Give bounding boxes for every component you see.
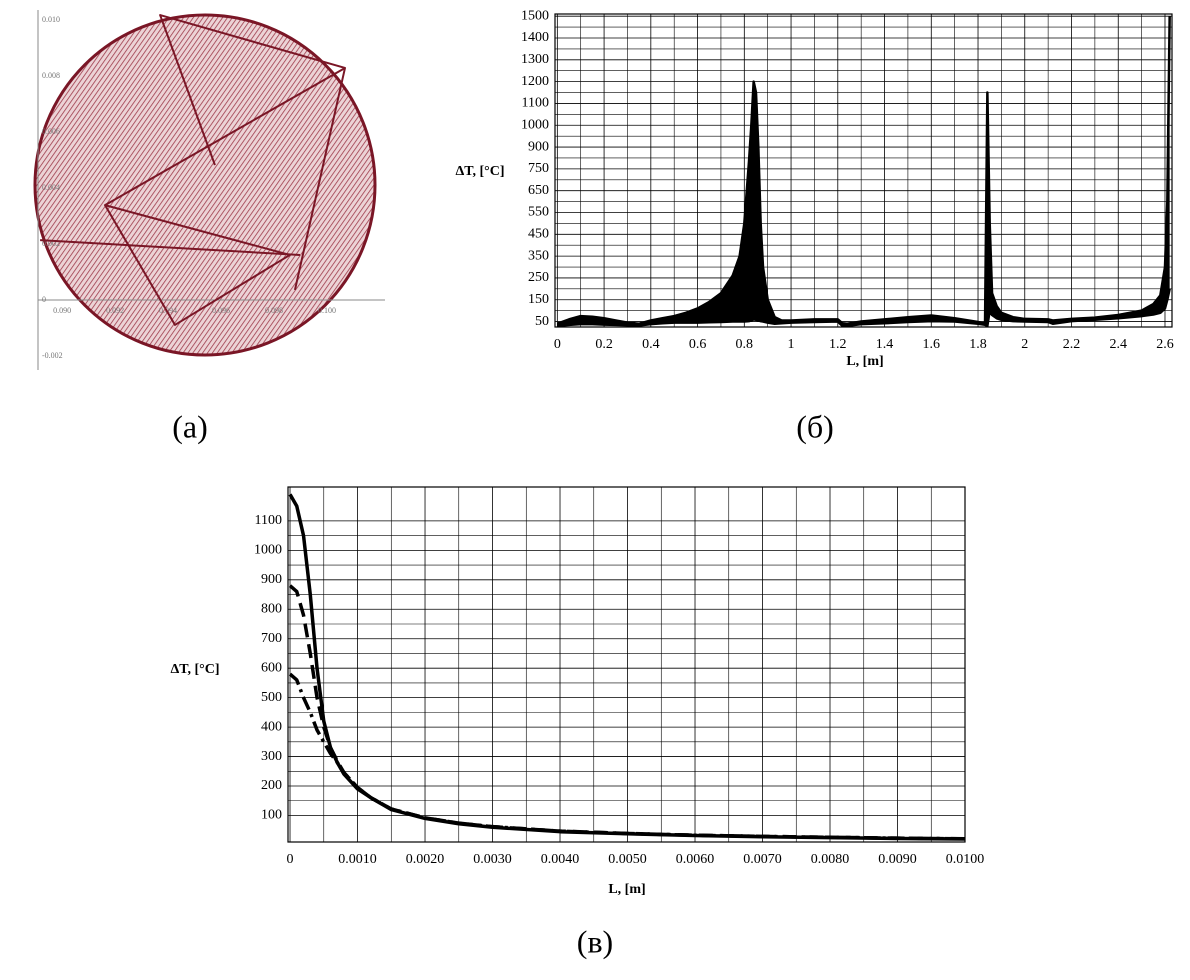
y-tick-label: 400 [261,719,282,734]
x-tick-label: 0.092 [106,306,124,315]
x-tick-label: 0.0070 [743,852,782,867]
y-tick-label: 700 [261,631,282,646]
x-tick-label: 0.6 [689,337,707,352]
band-edge [556,16,1171,325]
x-tick-label: 0.0090 [878,852,917,867]
x-tick-label: 0.2 [595,337,613,352]
series-line [104,67,346,326]
y-tick-label: 0.010 [42,15,60,24]
sample-disc [33,13,377,357]
x-tick-label: 0 [554,337,561,352]
y-tick-label: 0.004 [42,183,60,192]
caption: (б) [796,408,834,444]
y-tick-label: 300 [261,749,282,764]
x-tick-label: 1 [788,337,795,352]
y-tick-label: 800 [261,601,282,616]
y-tick-label: 900 [261,572,282,587]
x-tick-label: 0.100 [318,306,336,315]
y-tick-label: 650 [528,183,549,198]
series-line [159,14,347,291]
x-tick-label: 1.6 [923,337,941,352]
y-tick-label: 1100 [255,513,282,528]
x-tick-label: 2.4 [1109,337,1127,352]
band-area [557,16,1170,326]
x-tick-label: 1.8 [969,337,987,352]
y-tick-label: 1100 [522,96,549,111]
x-tick-label: 0.0060 [676,852,715,867]
x-tick-label: 0.4 [642,337,660,352]
x-tick-label: 0 [287,852,294,867]
y-tick-label: 0.002 [42,239,60,248]
x-tick-label: 0.0030 [473,852,512,867]
x-tick-label: 0.8 [736,337,754,352]
y-tick-label: 1200 [521,74,549,89]
caption: (в) [577,923,613,959]
x-axis-label: L, [m] [608,882,645,897]
x-tick-label: 0.0020 [406,852,445,867]
x-tick-label: 0.0050 [608,852,647,867]
x-tick-label: 0.0010 [338,852,377,867]
x-tick-label: 1.2 [829,337,847,352]
x-tick-label: 0.094 [159,306,177,315]
x-axis-label: L, [m] [846,354,883,369]
y-tick-label: 50 [535,314,549,329]
band-edge [557,288,1171,328]
y-tick-label: 600 [261,660,282,675]
y-tick-label: 450 [528,227,549,242]
y-tick-label: 750 [528,161,549,176]
y-tick-label: 900 [528,139,549,154]
y-tick-label: 100 [261,808,282,823]
y-tick-label: 250 [528,270,549,285]
y-tick-label: 550 [528,205,549,220]
series-line [288,672,966,841]
x-tick-label: 1.4 [876,337,894,352]
x-tick-label: 0.0100 [946,852,985,867]
x-tick-label: 0.098 [265,306,283,315]
x-tick-label: 0.0080 [811,852,850,867]
x-tick-label: 2.6 [1156,337,1174,352]
y-axis-label: ΔT, [°C] [170,662,219,677]
y-tick-label: 1400 [521,30,549,45]
y-tick-label: 1000 [521,117,549,132]
y-tick-label: 350 [528,248,549,263]
x-tick-label: 2.2 [1063,337,1081,352]
y-axis-label: ΔT, [°C] [455,164,504,179]
y-tick-label: 0 [42,295,46,304]
x-tick-label: 2 [1021,337,1028,352]
y-tick-label: 0.008 [42,71,60,80]
y-tick-label: -0.002 [42,351,63,360]
plot-frame [554,13,1173,328]
x-tick-label: 0.090 [53,306,71,315]
y-tick-label: 200 [261,778,282,793]
x-tick-label: 0.096 [212,306,230,315]
y-tick-label: 1000 [254,543,282,558]
plot-frame [287,486,966,843]
y-tick-label: 1300 [521,52,549,67]
x-tick-label: 0.0040 [541,852,580,867]
caption: (а) [172,408,208,444]
series-line [40,239,301,256]
y-tick-label: 0.006 [42,127,60,136]
y-tick-label: 150 [528,292,549,307]
y-tick-label: 1500 [521,8,549,23]
y-tick-label: 500 [261,690,282,705]
